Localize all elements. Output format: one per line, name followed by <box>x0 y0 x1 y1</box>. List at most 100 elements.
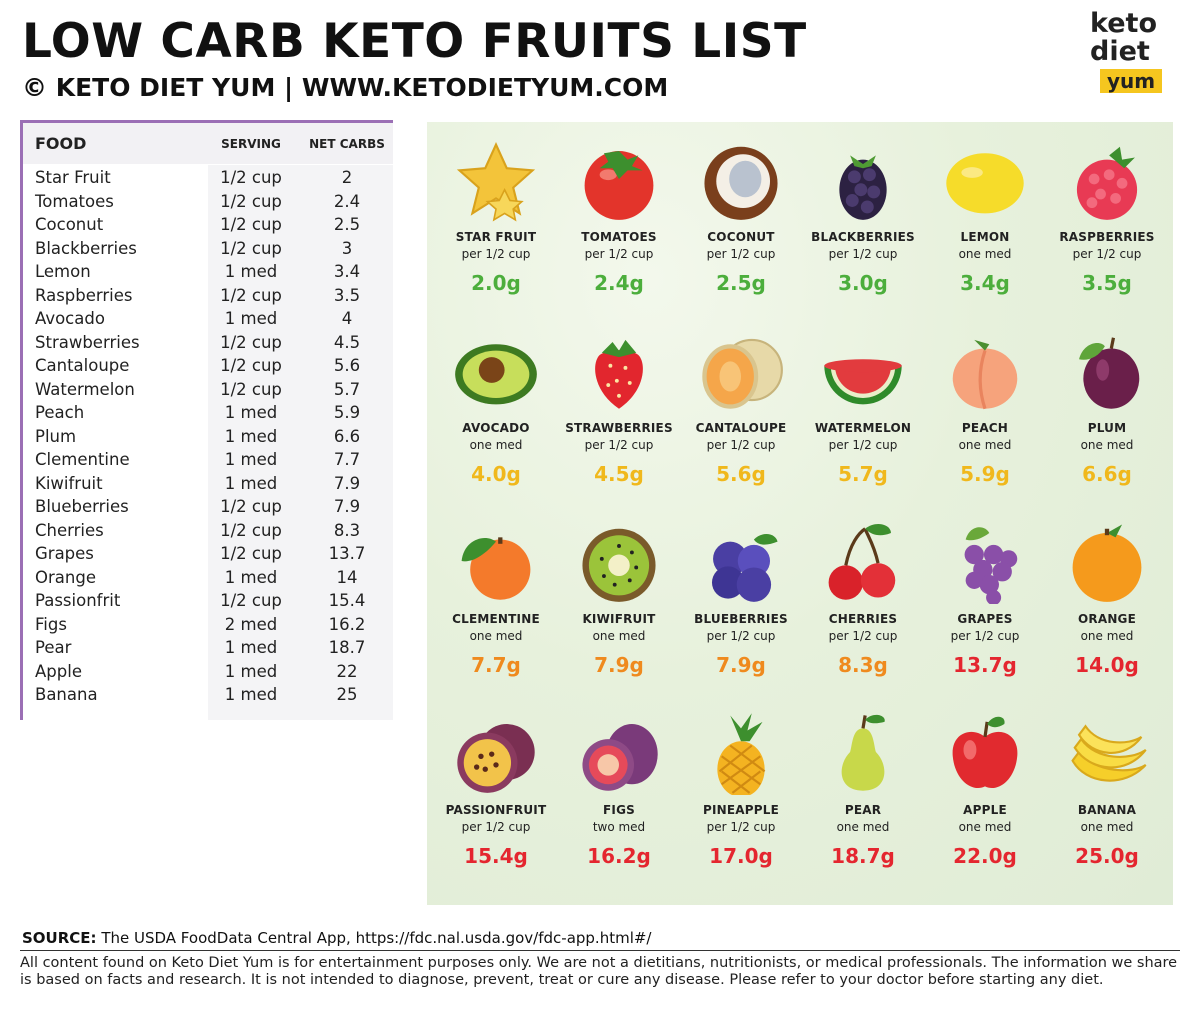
fruit-card: CHERRIES per 1/2 cup 8.3g <box>802 518 924 677</box>
food-cell: Watermelon <box>35 379 135 399</box>
serving-cell: 1/2 cup <box>220 356 282 375</box>
tomato-icon <box>584 151 654 220</box>
fruit-serving: one med <box>958 438 1012 452</box>
strawberry-icon <box>595 339 643 409</box>
serving-cell: 1/2 cup <box>220 238 282 258</box>
carbs-cell: 18.7 <box>328 638 366 657</box>
carbs-cell: 3.4 <box>333 262 361 281</box>
fruit-serving: per 1/2 cup <box>706 629 776 643</box>
table-body: Star Fruit 1/2 cup 2 Tomatoes 1/2 cup 2.4 Coco… <box>23 167 393 708</box>
fruit-card: RASPBERRIES per 1/2 cup 3.5g <box>1046 136 1168 295</box>
serving-cell: 1 med <box>224 638 278 657</box>
fruit-name: FIGS <box>603 803 635 817</box>
fruit-serving: one med <box>1080 629 1134 643</box>
food-cell: Cherries <box>35 520 104 540</box>
grapes-icon <box>964 527 1018 604</box>
fruit-serving: one med <box>836 820 890 834</box>
fruit-card: AVOCADO one med 4.0g <box>435 327 557 486</box>
clementine-icon <box>461 537 531 600</box>
carbs-cell: 4 <box>341 309 353 328</box>
fruit-serving: per 1/2 cup <box>584 247 654 261</box>
table-row: Grapes 1/2 cup 13.7 <box>23 543 393 567</box>
fruit-net-carbs: 7.9g <box>716 653 766 677</box>
fruit-net-carbs: 14.0g <box>1075 653 1139 677</box>
food-cell: Orange <box>35 567 96 587</box>
fruit-serving: one med <box>592 629 646 643</box>
carbs-cell: 7.9 <box>333 497 361 516</box>
food-cell: Star Fruit <box>35 168 111 187</box>
food-cell: Tomatoes <box>35 191 114 211</box>
table-row: Passionfrit 1/2 cup 15.4 <box>23 590 393 614</box>
carbs-cell: 5.9 <box>333 403 361 422</box>
serving-cell: 1/2 cup <box>220 332 282 352</box>
fruit-net-carbs: 6.6g <box>1082 462 1132 486</box>
table-row: Cherries 1/2 cup 8.3 <box>23 520 393 544</box>
serving-cell: 1/2 cup <box>220 379 282 399</box>
fruit-net-carbs: 3.4g <box>960 271 1010 295</box>
fruit-serving: one med <box>958 247 1012 261</box>
food-cell: Passionfrit <box>35 591 121 610</box>
fruit-card: KIWIFRUIT one med 7.9g <box>558 518 680 677</box>
fruit-net-carbs: 2.5g <box>716 271 766 295</box>
food-cell: Blackberries <box>35 238 137 258</box>
logo-line-2: diet <box>1090 36 1150 67</box>
fruit-card: GRAPES per 1/2 cup 13.7g <box>924 518 1046 677</box>
fruit-name: PLUM <box>1087 421 1127 435</box>
fruit-serving: per 1/2 cup <box>706 438 776 452</box>
raspberry-icon <box>1076 146 1138 220</box>
fruit-name: KIWIFRUIT <box>582 612 656 626</box>
serving-cell: 1 med <box>224 403 278 422</box>
carbs-table: FOOD SERVING NET CARBS Star Fruit 1/2 cup… <box>20 120 393 720</box>
food-cell: Peach <box>35 403 85 422</box>
disclaimer: All content found on Keto Diet Yum is fo… <box>20 955 1178 988</box>
carbs-cell: 3 <box>341 238 353 258</box>
fruit-card: STAR FRUIT per 1/2 cup 2.0g <box>435 136 557 295</box>
fruit-name: ORANGE <box>1077 612 1137 626</box>
fruit-serving: one med <box>469 438 523 452</box>
serving-cell: 1 med <box>224 262 278 281</box>
fruit-name: PEAR <box>844 803 882 817</box>
fruit-card: CLEMENTINE one med 7.7g <box>435 518 557 677</box>
table-row: Lemon 1 med 3.4 <box>23 261 393 285</box>
fruit-card: WATERMELON per 1/2 cup 5.7g <box>802 327 924 486</box>
source-line: SOURCE: The USDA FoodData Central App, h… <box>22 929 651 947</box>
logo-line-1: keto <box>1090 8 1157 39</box>
fruit-net-carbs: 15.4g <box>464 844 528 868</box>
food-cell: Blueberries <box>35 497 129 516</box>
carbs-cell: 6.6 <box>333 426 361 446</box>
serving-cell: 1/2 cup <box>220 191 282 211</box>
pineapple-icon <box>717 713 766 795</box>
fruit-name: STRAWBERRIES <box>565 421 673 435</box>
food-cell: Lemon <box>35 262 91 281</box>
food-cell: Coconut <box>35 215 104 234</box>
fruit-net-carbs: 5.6g <box>716 462 766 486</box>
fruit-net-carbs: 22.0g <box>953 844 1017 868</box>
table-row: Apple 1 med 22 <box>23 661 393 685</box>
food-cell: Figs <box>35 614 67 634</box>
table-row: Plum 1 med 6.6 <box>23 426 393 450</box>
fruit-serving: per 1/2 cup <box>828 247 898 261</box>
table-row: Kiwifruit 1 med 7.9 <box>23 473 393 497</box>
fruit-serving: per 1/2 cup <box>584 438 654 452</box>
food-cell: Banana <box>35 685 98 704</box>
watermelon-icon <box>824 359 902 405</box>
fruit-net-carbs: 2.4g <box>594 271 644 295</box>
fruit-net-carbs: 8.3g <box>838 653 888 677</box>
carbs-cell: 2.4 <box>333 191 361 211</box>
food-cell: Grapes <box>35 544 94 563</box>
fruit-serving: per 1/2 cup <box>1072 247 1142 261</box>
fruit-serving: per 1/2 cup <box>706 247 776 261</box>
fruit-net-carbs: 7.7g <box>471 653 521 677</box>
pear-icon <box>841 714 885 791</box>
table-row: Strawberries 1/2 cup 4.5 <box>23 332 393 356</box>
serving-cell: 2 med <box>224 614 278 634</box>
carbs-cell: 3.5 <box>333 285 361 305</box>
fruit-card: TOMATOES per 1/2 cup 2.4g <box>558 136 680 295</box>
fruit-name: CANTALOUPE <box>695 421 787 435</box>
fruit-grid: STAR FRUIT per 1/2 cup 2.0g TOMATOES per 1/2… <box>427 122 1173 905</box>
fruit-name: STAR FRUIT <box>455 230 537 244</box>
fruit-net-carbs: 18.7g <box>831 844 895 868</box>
fruit-serving: per 1/2 cup <box>828 438 898 452</box>
fruit-card: STRAWBERRIES per 1/2 cup 4.5g <box>558 327 680 486</box>
food-cell: Raspberries <box>35 285 133 305</box>
